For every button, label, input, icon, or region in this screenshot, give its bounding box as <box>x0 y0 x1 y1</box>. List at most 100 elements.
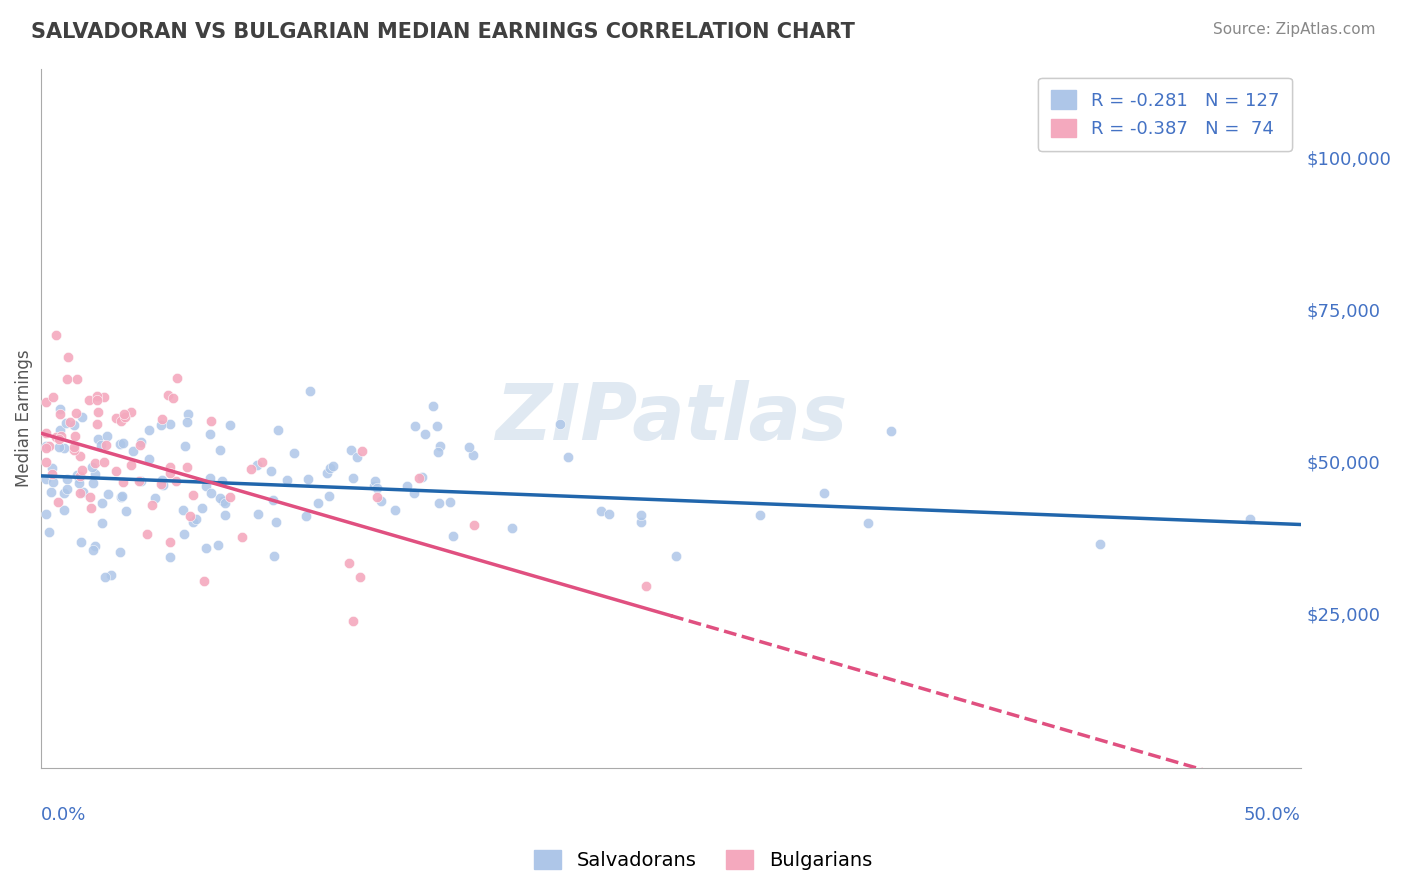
Point <box>48 440 70 454</box>
Point <box>70 410 93 425</box>
Point <box>105 464 128 478</box>
Point <box>55 416 77 430</box>
Point <box>339 442 361 457</box>
Point <box>214 496 236 510</box>
Point <box>48 402 70 417</box>
Point <box>93 570 115 584</box>
Point <box>173 527 195 541</box>
Point <box>404 486 426 500</box>
Point <box>87 432 110 446</box>
Point <box>630 515 652 529</box>
Point <box>120 405 142 419</box>
Point <box>110 490 132 504</box>
Point <box>198 471 221 485</box>
Point <box>41 475 63 490</box>
Point <box>114 409 136 424</box>
Point <box>283 446 305 460</box>
Point <box>159 467 181 481</box>
Point <box>1239 512 1261 526</box>
Point <box>307 496 329 510</box>
Point <box>194 479 217 493</box>
Point <box>260 464 283 478</box>
Point <box>63 443 86 458</box>
Point <box>630 508 652 523</box>
Point <box>209 443 232 458</box>
Point <box>86 392 108 407</box>
Point <box>318 489 340 503</box>
Point <box>200 486 222 500</box>
Point <box>858 516 880 530</box>
Point <box>598 507 620 521</box>
Point <box>262 493 284 508</box>
Text: $50,000: $50,000 <box>1308 455 1381 473</box>
Point <box>159 549 181 564</box>
Point <box>66 372 89 386</box>
Point <box>48 407 70 421</box>
Point <box>880 424 903 438</box>
Point <box>52 486 75 500</box>
Point <box>264 515 287 529</box>
Point <box>408 471 430 485</box>
Point <box>208 491 231 505</box>
Point <box>80 500 103 515</box>
Point <box>427 496 450 510</box>
Point <box>263 549 285 563</box>
Legend: R = -0.281   N = 127, R = -0.387   N =  74: R = -0.281 N = 127, R = -0.387 N = 74 <box>1038 78 1292 151</box>
Point <box>405 419 427 434</box>
Point <box>665 549 688 564</box>
Point <box>82 459 104 474</box>
Point <box>70 462 93 476</box>
Point <box>42 390 65 404</box>
Point <box>219 417 242 432</box>
Point <box>211 475 233 489</box>
Text: $25,000: $25,000 <box>1308 607 1381 624</box>
Point <box>138 423 160 437</box>
Text: ZIPatlas: ZIPatlas <box>495 380 848 456</box>
Point <box>91 496 114 510</box>
Point <box>246 458 269 473</box>
Point <box>346 450 368 464</box>
Point <box>548 417 571 431</box>
Point <box>110 414 132 428</box>
Point <box>79 490 101 504</box>
Point <box>426 419 449 434</box>
Point <box>100 568 122 582</box>
Point <box>39 484 62 499</box>
Point <box>120 458 142 473</box>
Point <box>198 427 221 442</box>
Point <box>84 456 107 470</box>
Point <box>35 441 58 455</box>
Point <box>427 445 450 459</box>
Point <box>112 407 135 421</box>
Point <box>370 494 392 508</box>
Point <box>69 468 91 483</box>
Point <box>93 455 115 469</box>
Point <box>184 512 207 526</box>
Point <box>195 541 218 556</box>
Point <box>111 489 134 503</box>
Point <box>150 412 173 426</box>
Point <box>63 440 86 454</box>
Point <box>86 389 108 403</box>
Point <box>363 474 385 488</box>
Point <box>82 543 104 558</box>
Point <box>45 328 67 343</box>
Point <box>349 570 371 584</box>
Point <box>193 574 215 588</box>
Point <box>128 474 150 488</box>
Point <box>72 485 94 500</box>
Point <box>591 504 613 518</box>
Point <box>58 350 80 364</box>
Point <box>219 490 242 504</box>
Point <box>179 508 201 523</box>
Point <box>162 392 184 406</box>
Point <box>181 516 204 530</box>
Y-axis label: Median Earnings: Median Earnings <box>15 350 32 487</box>
Point <box>141 498 163 512</box>
Point <box>315 466 337 480</box>
Point <box>65 406 87 420</box>
Point <box>59 416 82 430</box>
Point <box>55 482 77 496</box>
Point <box>149 417 172 432</box>
Point <box>41 460 63 475</box>
